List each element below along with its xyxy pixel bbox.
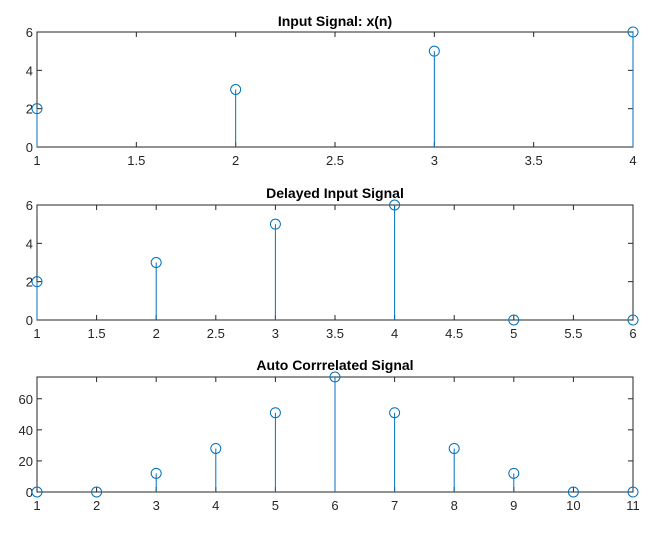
y-tick-label: 60 (19, 392, 33, 407)
stem-marker (31, 486, 43, 498)
x-tick-label: 4 (391, 326, 398, 341)
x-tick-label: 4 (212, 498, 219, 513)
x-tick-label: 7 (391, 498, 398, 513)
x-tick-label: 1 (33, 153, 40, 168)
axes-box (36, 204, 634, 321)
x-tick-label: 2 (153, 326, 160, 341)
x-tick-label: 4 (629, 153, 636, 168)
y-tick-label: 0 (26, 485, 33, 500)
stem-marker (150, 257, 162, 268)
stem-marker (329, 371, 341, 383)
x-tick-label: 4.5 (445, 326, 463, 341)
plot-auto-correlated-signal: Auto Corrrelated Signal 1 2 3 4 5 6 7 8 9 10 11 0 20 4… (19, 357, 640, 513)
x-tick-label: 11 (626, 498, 640, 513)
y-tick-label: 2 (26, 275, 33, 290)
x-tick-label: 9 (510, 498, 517, 513)
plot-delayed-input-signal: Delayed Input Signal 1 1.5 2 2.5 3 3.5 4 4.5 5 5.5… (26, 185, 639, 341)
y-tick-label: 4 (26, 236, 33, 251)
x-tick-label: 3 (272, 326, 279, 341)
x-tick-label: 6 (331, 498, 338, 513)
x-tick-label: 8 (451, 498, 458, 513)
stem-marker (428, 45, 440, 57)
x-tick-label: 1 (33, 498, 40, 513)
stem-marker (91, 486, 103, 498)
x-tick-label: 3.5 (326, 326, 344, 341)
y-tick-label: 4 (26, 63, 33, 78)
stem-marker (210, 442, 222, 454)
x-tick-label: 3 (153, 498, 160, 513)
y-tick-label: 0 (26, 313, 33, 328)
axes-box (36, 31, 634, 148)
stem-marker (627, 314, 639, 326)
stem-marker (389, 407, 401, 419)
x-tick-label: 3 (431, 153, 438, 168)
x-tick-label: 2.5 (207, 326, 225, 341)
stem-marker (508, 314, 520, 326)
stem-marker (508, 467, 520, 479)
stem-marker (448, 442, 460, 454)
x-tick-label: 2 (232, 153, 239, 168)
stem-marker (567, 486, 579, 498)
stem-marker (627, 26, 639, 38)
chart-title: Auto Corrrelated Signal (256, 357, 413, 373)
x-tick-label: 1.5 (127, 153, 145, 168)
x-tick-label: 5.5 (564, 326, 582, 341)
x-tick-label: 5 (272, 498, 279, 513)
stem-marker (389, 199, 401, 211)
x-tick-label: 2.5 (326, 153, 344, 168)
y-tick-label: 40 (19, 423, 33, 438)
y-tick-label: 2 (26, 102, 33, 117)
stem-marker (31, 103, 43, 115)
x-tick-label: 2 (93, 498, 100, 513)
y-tick-label: 20 (19, 454, 33, 469)
plot-input-signal: Input Signal: x(n) 1 1.5 2 2.5 3 3.5 4 0 2 4 6 (26, 13, 639, 168)
stem-marker (269, 407, 281, 419)
chart-title: Delayed Input Signal (266, 185, 404, 201)
x-tick-label: 1 (33, 326, 40, 341)
x-tick-label: 10 (566, 498, 580, 513)
x-tick-label: 3.5 (525, 153, 543, 168)
x-tick-label: 6 (629, 326, 636, 341)
stem-marker (627, 486, 639, 498)
y-tick-label: 6 (26, 198, 33, 213)
x-tick-label: 1.5 (88, 326, 106, 341)
stem-marker (150, 467, 162, 479)
chart-title: Input Signal: x(n) (278, 13, 392, 29)
stem-marker (269, 218, 281, 230)
y-tick-label: 0 (26, 140, 33, 155)
stem-marker (31, 276, 43, 288)
y-tick-label: 6 (26, 25, 33, 40)
x-tick-label: 5 (510, 326, 517, 341)
stem-marker (230, 84, 242, 95)
